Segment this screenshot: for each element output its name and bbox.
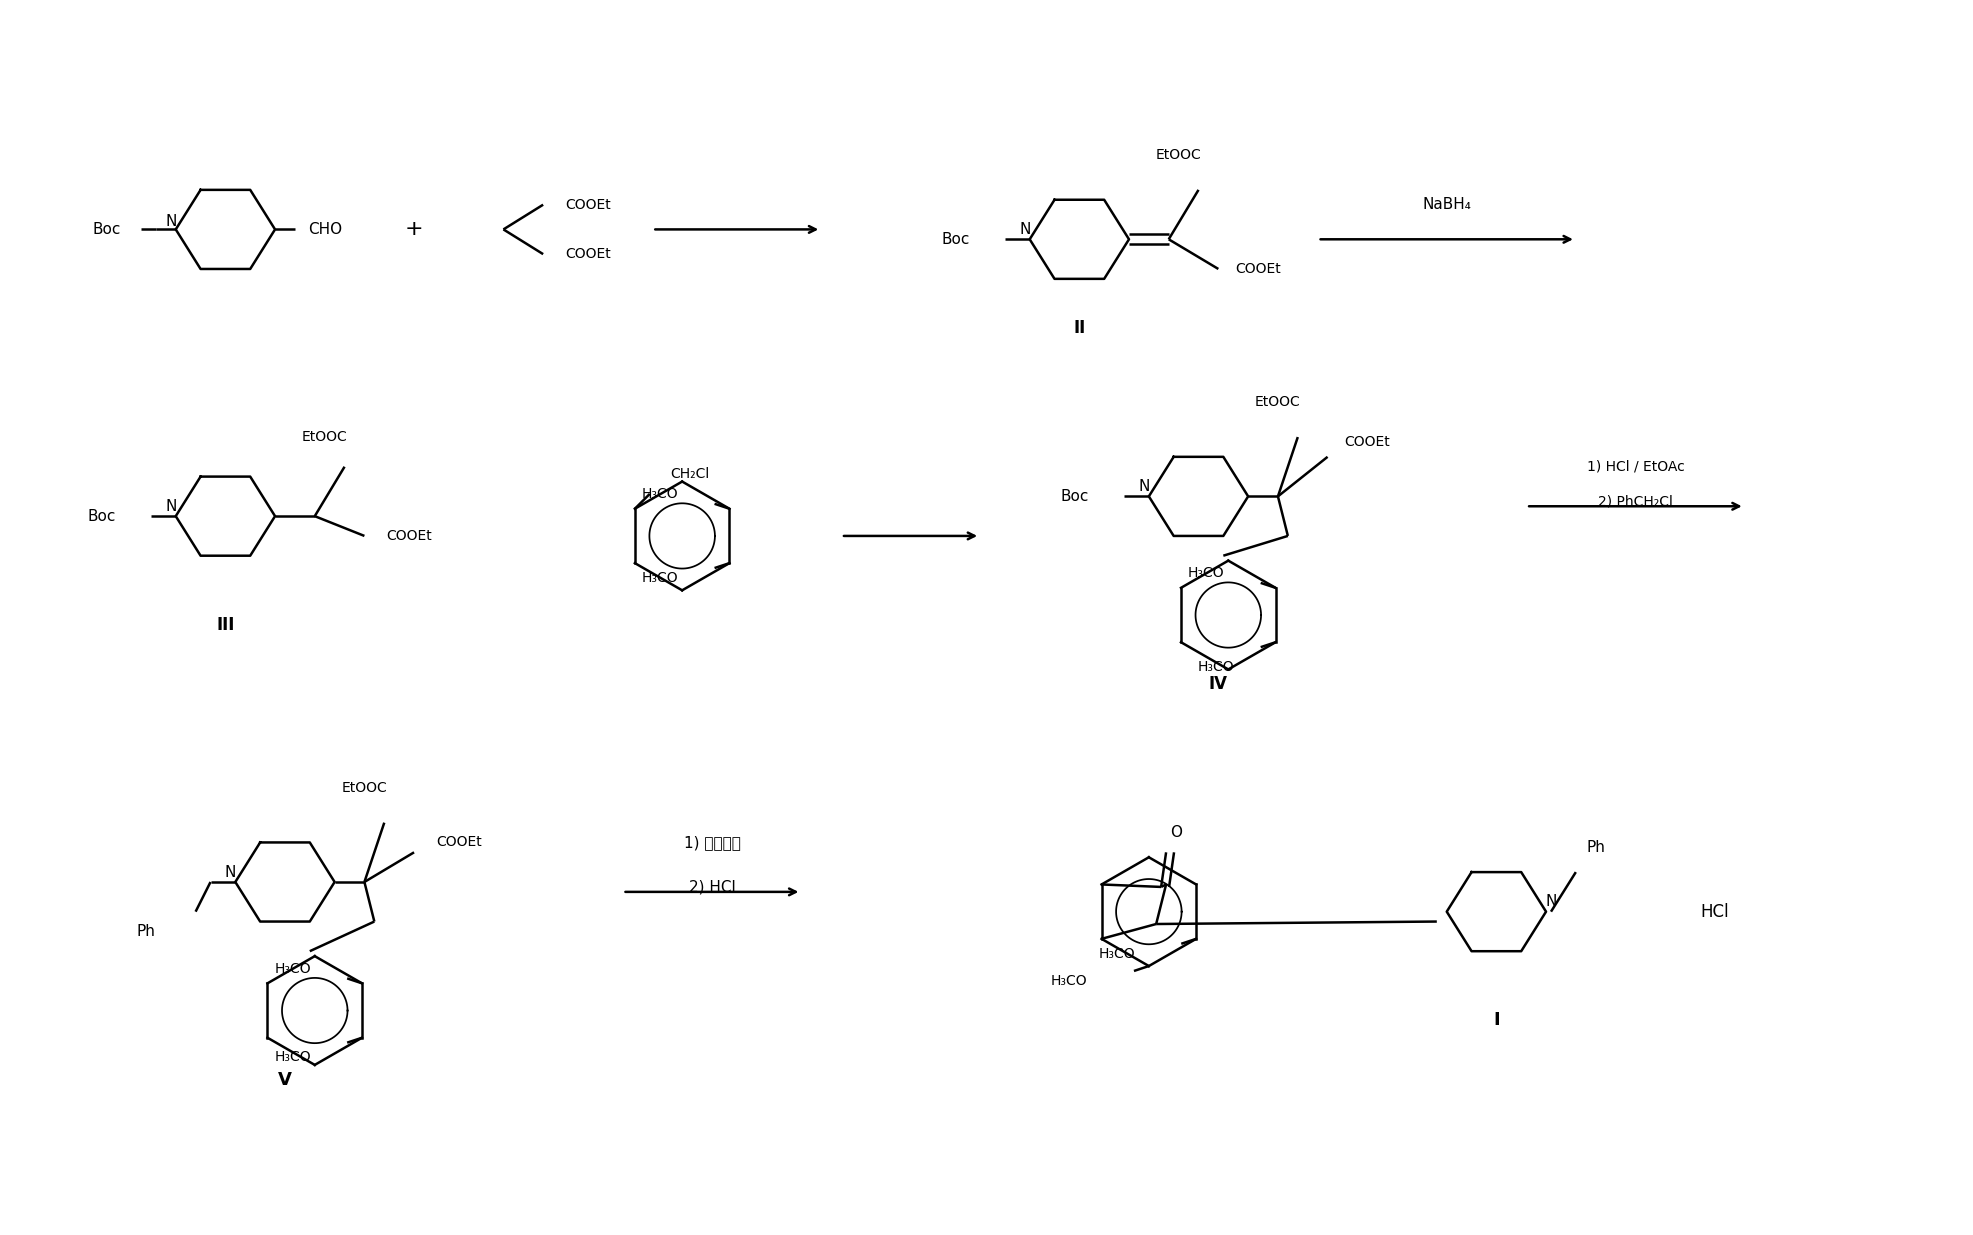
Text: Boc: Boc	[941, 232, 969, 247]
Text: +: +	[404, 220, 422, 240]
Text: EtOOC: EtOOC	[1255, 395, 1300, 410]
Text: N: N	[1138, 479, 1148, 494]
Text: N: N	[1018, 222, 1030, 237]
Text: EtOOC: EtOOC	[1154, 148, 1202, 162]
Text: NaBH₄: NaBH₄	[1423, 198, 1470, 212]
Text: Boc: Boc	[93, 222, 120, 237]
Text: H₃CO: H₃CO	[1097, 947, 1134, 961]
Text: N: N	[1545, 894, 1557, 909]
Text: II: II	[1073, 320, 1085, 337]
Text: H₃CO: H₃CO	[1198, 659, 1233, 674]
Text: COOEt: COOEt	[1235, 262, 1280, 275]
Text: 1) HCl / EtOAc: 1) HCl / EtOAc	[1586, 459, 1683, 474]
Text: CHO: CHO	[308, 222, 341, 237]
Text: H₃CO: H₃CO	[1188, 566, 1223, 580]
Text: N: N	[225, 864, 237, 879]
Text: H₃CO: H₃CO	[274, 962, 310, 976]
Text: Boc: Boc	[87, 509, 114, 524]
Text: H₃CO: H₃CO	[641, 487, 679, 501]
Text: EtOOC: EtOOC	[302, 430, 347, 445]
Text: H₃CO: H₃CO	[641, 571, 679, 585]
Text: COOEt: COOEt	[387, 529, 432, 543]
Text: COOEt: COOEt	[436, 835, 481, 850]
Text: 2) HCl: 2) HCl	[689, 879, 736, 894]
Text: Ph: Ph	[1586, 840, 1604, 855]
Text: COOEt: COOEt	[564, 247, 610, 261]
Text: IV: IV	[1207, 676, 1227, 693]
Text: N: N	[166, 214, 176, 228]
Text: COOEt: COOEt	[1344, 435, 1389, 450]
Text: HCl: HCl	[1699, 903, 1728, 920]
Text: III: III	[217, 616, 235, 634]
Text: V: V	[278, 1071, 292, 1089]
Text: CH₂Cl: CH₂Cl	[669, 467, 708, 482]
Text: H₃CO: H₃CO	[274, 1051, 310, 1065]
Text: N: N	[166, 499, 176, 514]
Text: EtOOC: EtOOC	[341, 781, 387, 795]
Text: 1) 多聚磷酸: 1) 多聚磷酸	[683, 835, 740, 850]
Text: Boc: Boc	[1060, 489, 1087, 504]
Text: I: I	[1492, 1011, 1499, 1030]
Text: COOEt: COOEt	[564, 198, 610, 211]
Text: Ph: Ph	[136, 924, 156, 939]
Text: O: O	[1170, 825, 1182, 840]
Text: 2) PhCH₂Cl: 2) PhCH₂Cl	[1598, 494, 1671, 509]
Text: H₃CO: H₃CO	[1050, 974, 1087, 988]
